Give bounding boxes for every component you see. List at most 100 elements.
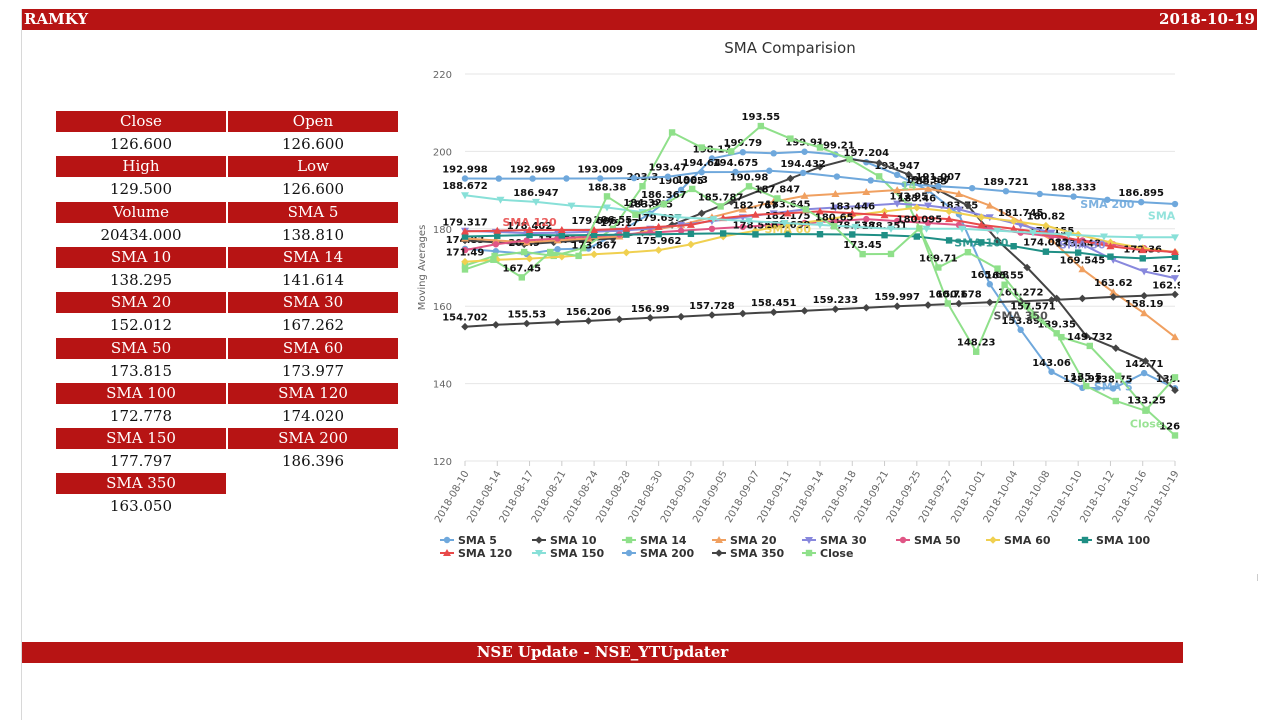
stat-value: 177.797 [109,452,173,471]
data-point [1029,229,1037,237]
data-point [547,248,554,256]
data-label: 153.89 [1001,316,1040,327]
y-axis-label: Moving Averages [417,225,428,311]
data-point [728,148,735,155]
data-point [1002,187,1010,195]
data-point [977,220,986,228]
data-point [674,214,682,222]
data-label: 192.998 [442,164,488,175]
data-point [708,155,716,162]
data-point [1104,196,1111,203]
stat-high: High 129.500 [56,156,226,201]
data-point [558,232,566,239]
data-point [1171,275,1179,283]
data-point [774,195,781,202]
stat-sma-100: SMA 100 172.778 [56,382,226,428]
data-point [1081,536,1089,544]
data-label: 197.204 [844,148,890,159]
data-label: 156.206 [566,307,612,318]
data-point [1106,242,1115,250]
data-label: 188.672 [442,181,488,192]
stat-value: 167.262 [281,316,345,335]
data-point [1140,291,1148,300]
data-point [799,169,807,177]
data-point [945,215,954,223]
data-point [654,246,663,254]
data-label: 181.745 [998,208,1044,219]
data-point [1112,397,1120,405]
data-point [924,202,933,210]
data-point [1074,249,1082,256]
data-point [660,200,667,208]
stat-label: SMA 200 [228,428,398,450]
data-label: 173.848 [1055,239,1101,250]
data-label: 135.5 [1070,372,1102,383]
series-inline-label: SMA 120 [502,216,557,229]
data-point [715,549,723,557]
data-label: 175.962 [636,236,682,247]
data-point [717,203,724,210]
data-point [708,311,716,319]
data-point [849,231,856,238]
data-point [1115,372,1122,380]
data-point [893,171,901,179]
data-point [622,224,631,232]
data-point [1107,253,1114,260]
data-point [520,248,528,256]
data-point [1109,288,1118,296]
data-point [1064,231,1073,239]
data-point [687,230,695,238]
data-label: 193.947 [874,161,920,172]
series-inline-label: Close [1130,418,1163,431]
stat-value: 141.614 [281,270,345,289]
data-point [461,262,469,269]
data-label: 183.945 [627,200,673,211]
data-point [752,231,759,238]
data-label: 163.62 [1094,278,1133,289]
series-line-sma-200 [464,169,1176,205]
data-point [862,188,871,196]
data-point [913,203,921,212]
data-point [833,173,841,180]
data-label: 161.272 [998,287,1044,298]
chart-title: SMA Comparision [724,39,855,57]
data-point [461,322,469,331]
data-label: 143.06 [1032,358,1071,369]
data-point [1171,374,1179,381]
data-point [697,209,706,218]
data-point [1001,281,1008,288]
data-point [518,274,525,281]
data-point [1029,312,1037,319]
legend-label: SMA 150 [550,547,605,560]
data-label: 169.545 [1060,255,1106,266]
data-label: 160.678 [936,290,982,301]
data-point [863,215,870,223]
stat-value: 174.020 [281,406,345,425]
data-point [525,225,534,233]
data-label: 199.79 [724,138,763,149]
data-point [603,193,611,200]
legend-label: SMA 200 [640,547,695,560]
data-point [1083,382,1090,390]
stat-open: Open 126.600 [228,111,398,156]
data-point [848,209,857,217]
y-tick-label: 180 [433,225,452,236]
data-point [816,207,824,215]
data-point [739,309,747,318]
stat-value: 173.815 [109,361,173,380]
data-point [1110,385,1117,392]
data-point [1140,369,1148,377]
data-point [1140,309,1149,317]
data-point [1042,221,1050,230]
legend-label: Close [820,547,853,560]
data-point [757,122,765,130]
data-point [1171,386,1179,394]
data-point [523,237,530,244]
data-point [1078,265,1087,273]
data-point [687,240,695,249]
data-point [978,239,985,246]
data-point [846,155,853,163]
data-point [715,536,723,543]
data-point [816,144,824,151]
data-label: 183.446 [829,201,875,212]
